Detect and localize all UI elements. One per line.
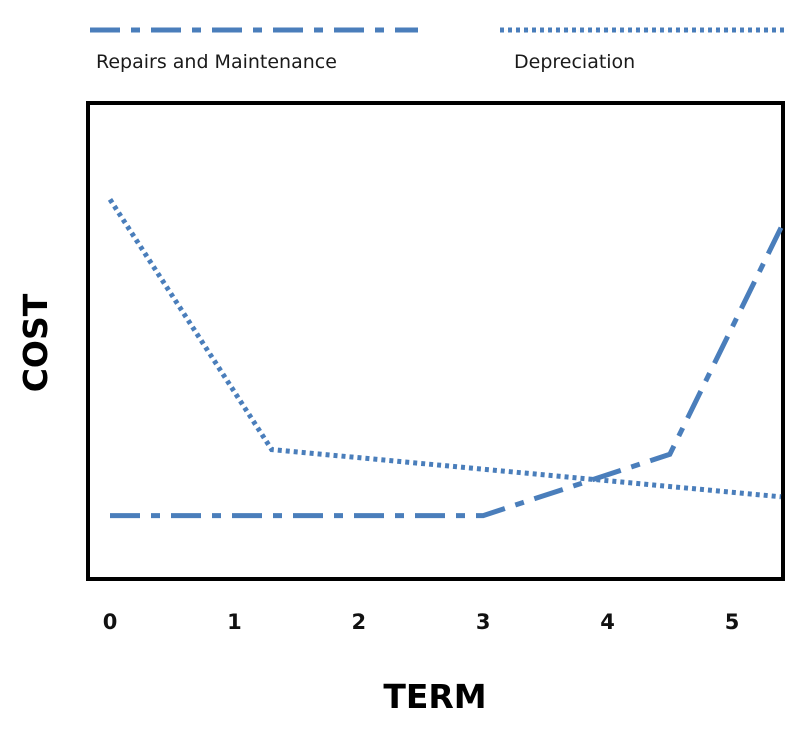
x-axis-title: TERM: [383, 677, 486, 716]
x-tick-label: 2: [351, 610, 366, 634]
series-layer: [107, 198, 784, 519]
legend-label-repairs: Repairs and Maintenance: [96, 51, 337, 73]
y-axis-title: COST: [16, 293, 55, 392]
x-tick-label: 0: [103, 610, 118, 634]
x-tick-label: 5: [725, 610, 740, 634]
legend-label-depreciation: Depreciation: [514, 51, 635, 73]
x-tick-label: 4: [600, 610, 615, 634]
legend: Repairs and Maintenance Depreciation: [90, 27, 786, 73]
x-tick-label: 1: [227, 610, 242, 634]
x-tick-labels: 0 1 2 3 4 5: [103, 610, 740, 634]
series-line-repairs-and-maintenance: [110, 226, 784, 519]
x-tick-label: 3: [476, 610, 491, 634]
series-line-depreciation: [107, 198, 782, 500]
plot-frame: [86, 101, 785, 581]
